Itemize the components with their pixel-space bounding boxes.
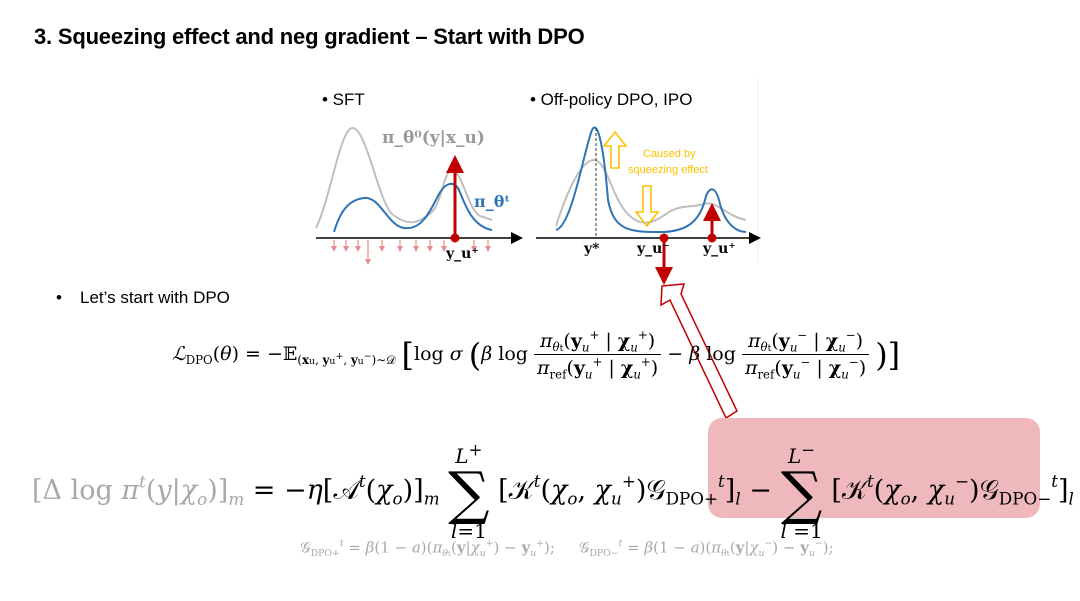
sft-panel <box>315 127 523 265</box>
slide-title: 3. Squeezing effect and neg gradient – S… <box>34 24 585 49</box>
blue-curve-label: π_θᵗ <box>474 192 511 211</box>
dpo-point-pos <box>707 233 717 243</box>
gray-curve-label: π_θ⁰(y|x_u) <box>382 128 485 148</box>
dpo-point-neg <box>659 233 669 243</box>
orange-up-arrow <box>602 130 628 169</box>
annotation-line-1: Caused by <box>643 148 696 160</box>
update-rule-equation: [Δ log πt(y|χo)]m = −η[𝒜t(χo)]m L+ ∑ l=1 [… <box>32 440 1074 543</box>
sft-small-down-arrows <box>331 240 491 265</box>
connector-arrow <box>660 283 738 420</box>
bullet-text: Let’s start with DPO <box>80 288 230 307</box>
sft-point <box>450 233 460 243</box>
dpo-blue-curve <box>555 126 747 234</box>
y-neg-label: y_u⁻ <box>637 241 670 257</box>
highlight-box <box>708 418 1040 518</box>
sft-blue-curve <box>333 182 493 233</box>
dpo-loss-equation: ℒDPO(θ) = −𝔼(xu, yu+, yu−)∼𝒟 [log σ (β l… <box>172 328 901 382</box>
dpo-panel <box>536 78 761 285</box>
sft-panel-title: • SFT <box>322 90 365 109</box>
dpo-panel-title: • Off-policy DPO, IPO <box>530 90 693 109</box>
annotation-line-2: squeezing effect <box>628 164 708 176</box>
g-definitions: 𝒢DPO+t = β(1 − a)(πθt(y|χu+) − yu+); 𝒢DP… <box>300 538 834 559</box>
y-star-label: y* <box>584 241 600 257</box>
bullet-dot: • <box>56 288 62 307</box>
orange-down-arrow <box>634 185 660 228</box>
y-pos-label: y_u⁺ <box>703 241 736 257</box>
sft-point-label: y_u⁺ <box>446 246 479 262</box>
